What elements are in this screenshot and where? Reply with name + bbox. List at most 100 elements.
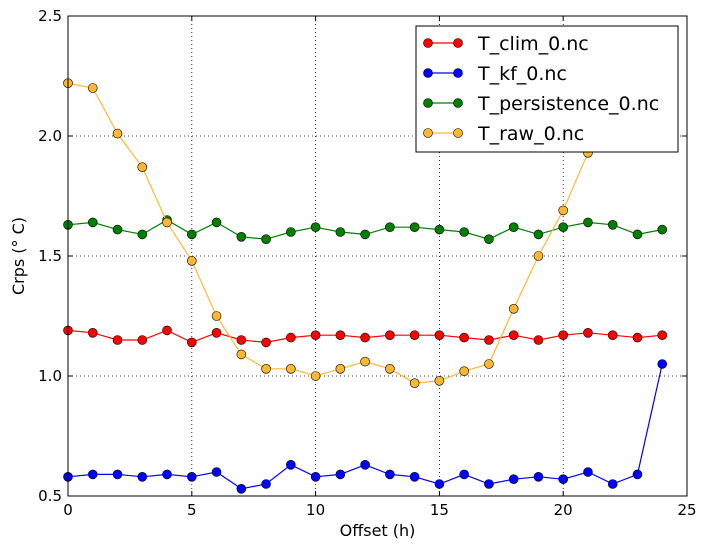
- legend: T_clim_0.nc T_kf_0.nc T_persistence_0.nc T_…: [415, 25, 679, 153]
- data-point: [335, 330, 346, 341]
- legend-marker: [453, 68, 463, 78]
- ticks: 0 5 10 15 20 25 0.5 1.0 1.5 2.0 2.5: [38, 7, 696, 519]
- data-point: [137, 471, 148, 482]
- data-point: [137, 162, 148, 172]
- series-0: [63, 325, 668, 348]
- data-point: [187, 471, 197, 482]
- data-point: [162, 469, 172, 480]
- data-point: [360, 332, 370, 343]
- data-point: [310, 222, 321, 232]
- y-tick-label: 2.5: [38, 7, 62, 25]
- data-point: [112, 335, 123, 345]
- legend-marker: [453, 38, 463, 48]
- legend-marker: [453, 98, 463, 108]
- x-tick-label: 5: [187, 501, 197, 519]
- data-point: [261, 479, 271, 489]
- series-line: [67, 363, 663, 490]
- data-point: [508, 222, 519, 232]
- series-3: [63, 78, 593, 389]
- y-tick-label: 2.0: [38, 127, 62, 145]
- data-point: [657, 330, 668, 341]
- data-point: [607, 479, 618, 489]
- data-point: [310, 371, 321, 381]
- legend-label: T_raw_0.nc: [477, 123, 584, 145]
- x-tick-label: 25: [677, 501, 696, 519]
- x-tick-label: 20: [554, 501, 573, 519]
- data-point: [310, 471, 321, 482]
- data-point: [607, 330, 618, 341]
- series-1: [63, 359, 668, 494]
- data-point: [335, 469, 346, 480]
- data-point: [558, 222, 569, 232]
- data-point: [87, 469, 98, 480]
- data-point: [137, 335, 148, 345]
- data-point: [583, 327, 593, 338]
- data-point: [112, 224, 123, 235]
- y-tick-label: 0.5: [38, 487, 62, 505]
- data-point: [112, 128, 123, 139]
- legend-marker: [453, 128, 463, 138]
- data-point: [385, 469, 395, 480]
- data-point: [533, 229, 544, 240]
- data-point: [434, 224, 445, 235]
- data-point: [162, 217, 172, 228]
- data-point: [310, 330, 321, 341]
- data-point: [632, 469, 643, 480]
- data-point: [434, 375, 445, 386]
- data-point: [236, 232, 247, 242]
- data-point: [657, 359, 668, 369]
- series-2: [63, 215, 668, 244]
- data-point: [236, 349, 247, 360]
- data-point: [434, 479, 445, 489]
- y-tick-label: 1.5: [38, 247, 62, 265]
- data-point: [236, 483, 247, 494]
- data-point: [558, 474, 569, 485]
- data-point: [211, 467, 222, 477]
- data-point: [385, 330, 395, 341]
- data-point: [558, 205, 569, 216]
- data-point: [137, 229, 148, 240]
- data-point: [533, 471, 544, 482]
- data-point: [657, 224, 668, 235]
- data-point: [484, 359, 494, 369]
- x-tick-label: 0: [63, 501, 73, 519]
- y-tick-label: 1.0: [38, 367, 62, 385]
- legend-marker: [423, 38, 433, 48]
- data-point: [409, 378, 420, 389]
- data-point: [459, 332, 469, 343]
- data-point: [360, 459, 370, 470]
- data-point: [583, 467, 593, 477]
- data-point: [261, 337, 271, 348]
- data-point: [360, 229, 370, 240]
- data-point: [459, 366, 469, 377]
- data-point: [484, 335, 494, 345]
- legend-label: T_kf_0.nc: [477, 63, 567, 85]
- data-point: [607, 220, 618, 230]
- data-point: [261, 234, 271, 244]
- data-point: [87, 327, 98, 338]
- data-point: [533, 251, 544, 261]
- series-line: [67, 82, 589, 384]
- data-point: [286, 227, 296, 237]
- series-group: [63, 78, 668, 494]
- data-point: [112, 469, 123, 480]
- data-point: [385, 222, 395, 232]
- legend-marker: [423, 68, 433, 78]
- data-point: [409, 222, 420, 232]
- data-point: [286, 363, 296, 374]
- data-point: [162, 325, 172, 336]
- data-point: [261, 363, 271, 374]
- data-point: [632, 229, 643, 240]
- x-tick-label: 15: [430, 501, 449, 519]
- legend-label: T_clim_0.nc: [477, 33, 589, 55]
- data-point: [211, 327, 222, 338]
- data-point: [459, 469, 469, 480]
- data-point: [236, 335, 247, 345]
- data-point: [286, 459, 296, 470]
- legend-label: T_persistence_0.nc: [477, 93, 659, 115]
- data-point: [409, 330, 420, 341]
- data-point: [87, 217, 98, 228]
- data-point: [286, 332, 296, 343]
